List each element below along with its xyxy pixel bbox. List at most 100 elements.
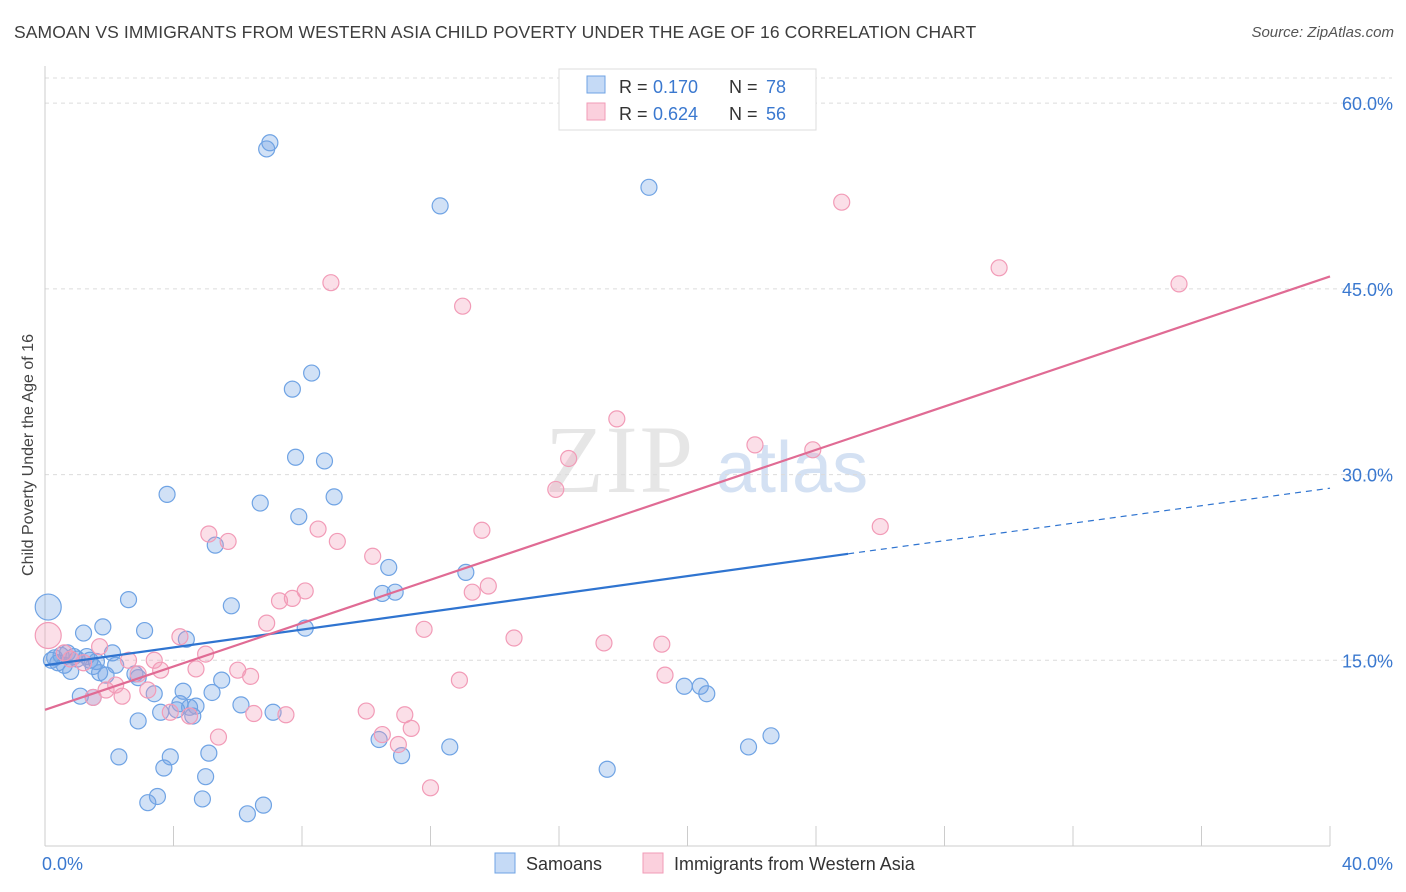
western-asia-r-label: R =	[619, 104, 648, 124]
western-asia-point	[479, 577, 497, 595]
western-asia-point	[145, 651, 163, 669]
legend-swatch-samoans	[494, 852, 516, 874]
western-asia-point	[990, 259, 1008, 277]
western-asia-point	[389, 735, 407, 754]
stats-box: R = 0.170 N = 78 R = 0.624 N = 56	[558, 68, 817, 131]
samoans-point	[135, 621, 154, 640]
samoans-point	[174, 682, 192, 700]
samoans-point	[129, 712, 147, 730]
western-asia-point	[357, 702, 375, 720]
grid-lines	[45, 77, 1392, 661]
western-asia-point	[415, 620, 433, 638]
samoans-point	[203, 683, 221, 702]
western-asia-point	[296, 582, 314, 600]
western-asia-point	[595, 634, 613, 652]
western-asia-point	[560, 449, 578, 468]
samoans-n-value: 78	[766, 77, 786, 97]
trend-lines	[44, 275, 1331, 711]
samoans-point	[431, 197, 449, 215]
western-asia-point	[258, 614, 276, 632]
western-asia-point	[270, 592, 289, 610]
western-asia-point	[245, 704, 263, 723]
western-asia-trend-line	[44, 275, 1331, 711]
western-asia-point	[219, 532, 237, 551]
western-asia-point	[187, 660, 205, 678]
samoans-points	[34, 134, 780, 823]
western-asia-point	[746, 436, 764, 454]
western-asia-point	[833, 193, 851, 211]
samoans-point	[675, 677, 693, 695]
samoans-point	[34, 593, 62, 621]
samoans-r-label: R =	[619, 77, 648, 97]
samoans-stat-swatch	[586, 75, 606, 94]
axes	[44, 66, 1331, 847]
western-asia-point	[608, 410, 626, 428]
legend: Samoans Immigrants from Western Asia	[494, 852, 916, 874]
samoans-point	[283, 380, 301, 398]
western-asia-point	[871, 517, 889, 536]
western-asia-point	[113, 687, 131, 705]
legend-label-western-asia: Immigrants from Western Asia	[674, 854, 916, 874]
samoans-point	[380, 558, 398, 577]
western-asia-point	[161, 703, 179, 721]
samoans-point	[290, 508, 308, 526]
y-axis-label: Child Poverty Under the Age of 16	[20, 334, 37, 576]
samoans-point	[739, 738, 758, 756]
y-tick-label: 30.0%	[1342, 466, 1393, 486]
samoans-point	[698, 685, 716, 703]
samoans-point	[107, 656, 125, 674]
samoans-point	[94, 618, 112, 636]
western-asia-point	[74, 654, 93, 672]
western-asia-r-value: 0.624	[653, 104, 698, 124]
samoans-point	[91, 664, 109, 682]
samoans-trend-extension	[848, 487, 1331, 555]
samoans-point	[148, 787, 167, 806]
western-asia-stat-swatch	[586, 102, 606, 121]
western-asia-point	[34, 621, 62, 650]
western-asia-point	[119, 651, 138, 669]
samoans-point	[640, 178, 658, 196]
samoans-point	[261, 134, 279, 152]
samoans-point	[213, 671, 231, 689]
samoans-point	[254, 796, 273, 814]
samoans-point	[187, 697, 205, 715]
samoans-point	[222, 597, 240, 615]
samoans-point	[238, 805, 256, 823]
western-asia-point	[328, 532, 346, 551]
legend-label-samoans: Samoans	[526, 854, 602, 874]
samoans-point	[232, 696, 250, 714]
chart-title: SAMOAN VS IMMIGRANTS FROM WESTERN ASIA C…	[14, 22, 977, 42]
western-asia-point	[373, 725, 391, 744]
western-asia-point	[505, 629, 523, 647]
western-asia-point	[91, 638, 109, 656]
western-asia-n-value: 56	[766, 104, 786, 124]
y-tick-label: 60.0%	[1342, 94, 1393, 114]
source-label: Source: ZipAtlas.com	[1251, 24, 1394, 41]
western-asia-point	[421, 779, 440, 797]
x-tick-label: 40.0%	[1342, 854, 1393, 874]
western-asia-point	[283, 589, 301, 607]
samoans-point	[119, 591, 138, 609]
western-asia-point	[1170, 275, 1188, 293]
samoans-point	[392, 747, 411, 765]
samoans-point	[200, 744, 218, 762]
samoans-point	[286, 448, 305, 466]
samoans-trend-line	[44, 552, 849, 667]
samoans-point	[158, 485, 176, 503]
western-asia-point	[402, 719, 420, 737]
western-asia-point	[55, 644, 73, 662]
samoans-point	[441, 738, 459, 756]
legend-swatch-western-asia	[642, 852, 664, 874]
samoans-point	[598, 760, 616, 778]
samoans-point	[139, 794, 157, 812]
western-asia-point	[322, 274, 340, 292]
samoans-point	[74, 624, 93, 642]
western-asia-point	[364, 547, 382, 565]
western-asia-point	[139, 681, 157, 699]
x-tick-label: 0.0%	[42, 854, 83, 874]
western-asia-point	[473, 521, 491, 539]
western-asia-point	[653, 635, 671, 653]
samoans-n-label: N =	[729, 77, 758, 97]
samoans-r-value: 0.170	[653, 77, 698, 97]
